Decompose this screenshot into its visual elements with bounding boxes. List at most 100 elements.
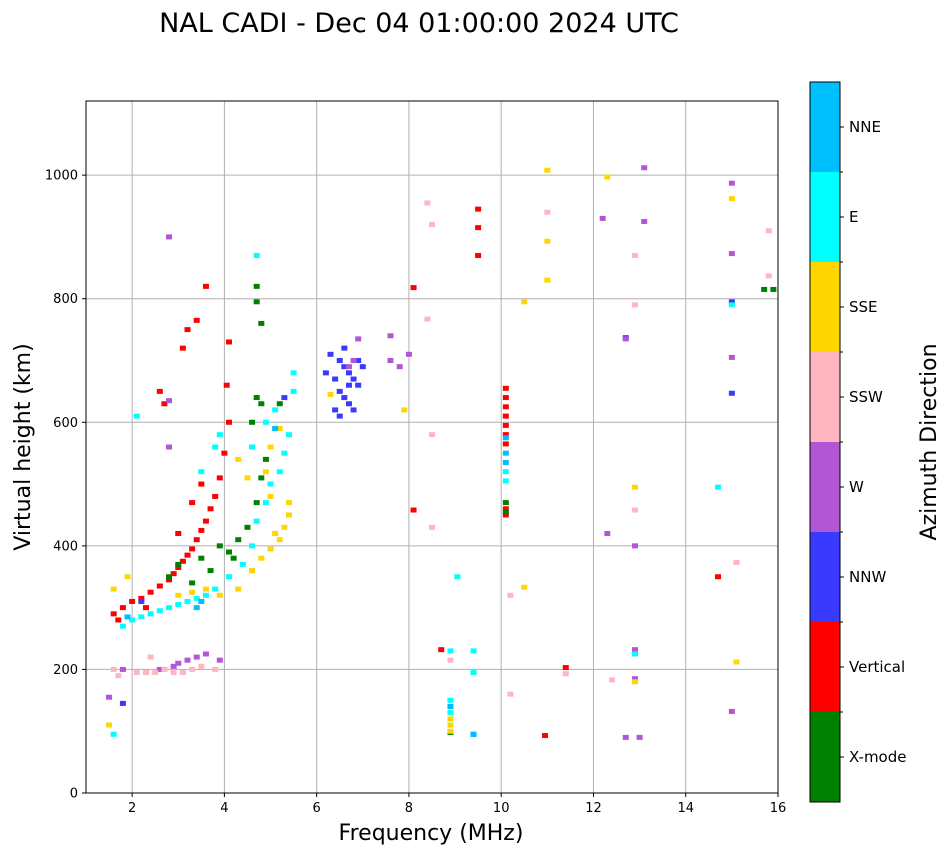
echo-point-sse [202, 586, 209, 592]
echo-point-e [166, 605, 173, 611]
echo-point-sse [244, 475, 251, 481]
y-axis-label: Virtual height (km) [11, 343, 36, 550]
echo-point-w [631, 647, 638, 653]
echo-point-w [175, 660, 182, 666]
echo-point-nnw [345, 382, 352, 388]
echo-point-nnw [345, 401, 352, 407]
echo-point-ssw [631, 302, 638, 308]
echo-point-vertical [715, 574, 722, 580]
y-tick-label: 0 [70, 787, 78, 802]
colorbar-label-x-mode: X-mode [849, 748, 906, 766]
echo-point-vertical [147, 589, 154, 595]
echo-point-vertical [226, 339, 233, 345]
echo-point-vertical [161, 401, 168, 407]
echo-point-e [276, 469, 283, 475]
echo-point-nne [198, 598, 205, 604]
echo-point-nne [193, 605, 200, 611]
echo-point-e [239, 561, 246, 567]
echo-point-w [405, 351, 412, 357]
echo-point-ssw [189, 666, 196, 672]
echo-point-vertical [438, 647, 445, 653]
echo-point-sse [631, 484, 638, 490]
echo-point-vertical [212, 493, 219, 499]
echo-point-x-mode [166, 574, 173, 580]
echo-point-sse [733, 659, 740, 665]
echo-point-w [604, 531, 611, 536]
echo-point-sse [401, 407, 408, 413]
colorbar-segment-w [810, 442, 840, 532]
grid-lines [86, 101, 779, 794]
echo-point-x-mode [253, 299, 260, 305]
echo-point-ssw [429, 524, 435, 530]
colorbar-segment-ssw [810, 352, 840, 442]
echo-point-vertical [179, 558, 186, 564]
colorbar-segment-sse [810, 262, 840, 352]
echo-point-ssw [198, 663, 205, 669]
colorbar-label-vertical: Vertical [849, 658, 905, 676]
echo-point-e [212, 444, 219, 450]
echo-point-vertical [223, 382, 230, 388]
echo-point-nnw [341, 345, 348, 351]
colorbar-label-e: E [849, 208, 858, 226]
echo-point-ssw [608, 677, 615, 683]
echo-point-e [447, 697, 454, 703]
echo-point-ssw [631, 507, 638, 513]
echo-point-e [147, 611, 154, 617]
echo-point-vertical [193, 537, 200, 543]
x-tick-label: 6 [313, 801, 321, 816]
echo-point-w [119, 666, 126, 672]
echo-point-nnw [341, 364, 348, 370]
colorbar-segment-nnw [810, 532, 840, 622]
echo-point-nne [124, 614, 131, 620]
echo-point-ssw [161, 666, 168, 672]
echo-point-w [166, 444, 173, 450]
colorbar-segment-nne [810, 82, 840, 172]
colorbar-label-nnw: NNW [849, 568, 886, 586]
echo-point-nnw [355, 382, 362, 388]
echo-point-sse [267, 493, 274, 499]
colorbar-label-w: W [849, 478, 864, 496]
colorbar-segment-vertical [810, 622, 840, 712]
echo-point-sse [267, 546, 274, 552]
echo-point-vertical [202, 518, 209, 524]
echo-point-vertical [502, 404, 509, 410]
echo-point-e [447, 648, 454, 654]
echo-point-x-mode [502, 509, 509, 515]
echo-point-e [262, 419, 269, 425]
echo-point-w [631, 543, 638, 549]
echo-point-w [728, 354, 735, 360]
echo-point-w [728, 708, 735, 714]
echo-point-w [396, 364, 403, 370]
echo-point-e [156, 608, 163, 614]
echo-point-e [285, 432, 292, 438]
x-tick-label: 2 [128, 801, 136, 816]
echo-point-vertical [110, 611, 117, 617]
colorbar: X-mode Vertical NNW W SSW SSE E NNE [810, 82, 906, 802]
echo-point-nne [470, 731, 477, 737]
echo-point-vertical [221, 450, 228, 456]
echo-point-sse [604, 174, 611, 180]
echo-point-ssw [142, 670, 149, 676]
y-tick-label: 600 [53, 416, 78, 431]
echo-point-vertical [129, 598, 136, 604]
echo-point-e [193, 595, 200, 601]
echo-point-vertical [156, 583, 163, 589]
echo-point-vertical [410, 285, 417, 291]
echo-point-vertical [198, 527, 205, 533]
echo-point-x-mode [226, 549, 233, 555]
echo-point-vertical [542, 733, 549, 739]
echo-point-sse [272, 531, 279, 536]
plot-frame [85, 100, 779, 794]
echo-point-e [502, 469, 509, 475]
echo-point-e [119, 623, 126, 629]
echo-point-ssw [147, 654, 154, 660]
echo-point-x-mode [276, 401, 283, 407]
echo-point-sse [124, 574, 131, 580]
echo-point-w [345, 364, 352, 370]
echo-point-ssw [179, 670, 186, 676]
echo-point-sse [235, 456, 242, 462]
echo-point-ssw [110, 666, 117, 672]
y-tick-label: 800 [53, 292, 78, 307]
echo-point-w [636, 734, 643, 740]
echo-point-sse [249, 568, 256, 574]
